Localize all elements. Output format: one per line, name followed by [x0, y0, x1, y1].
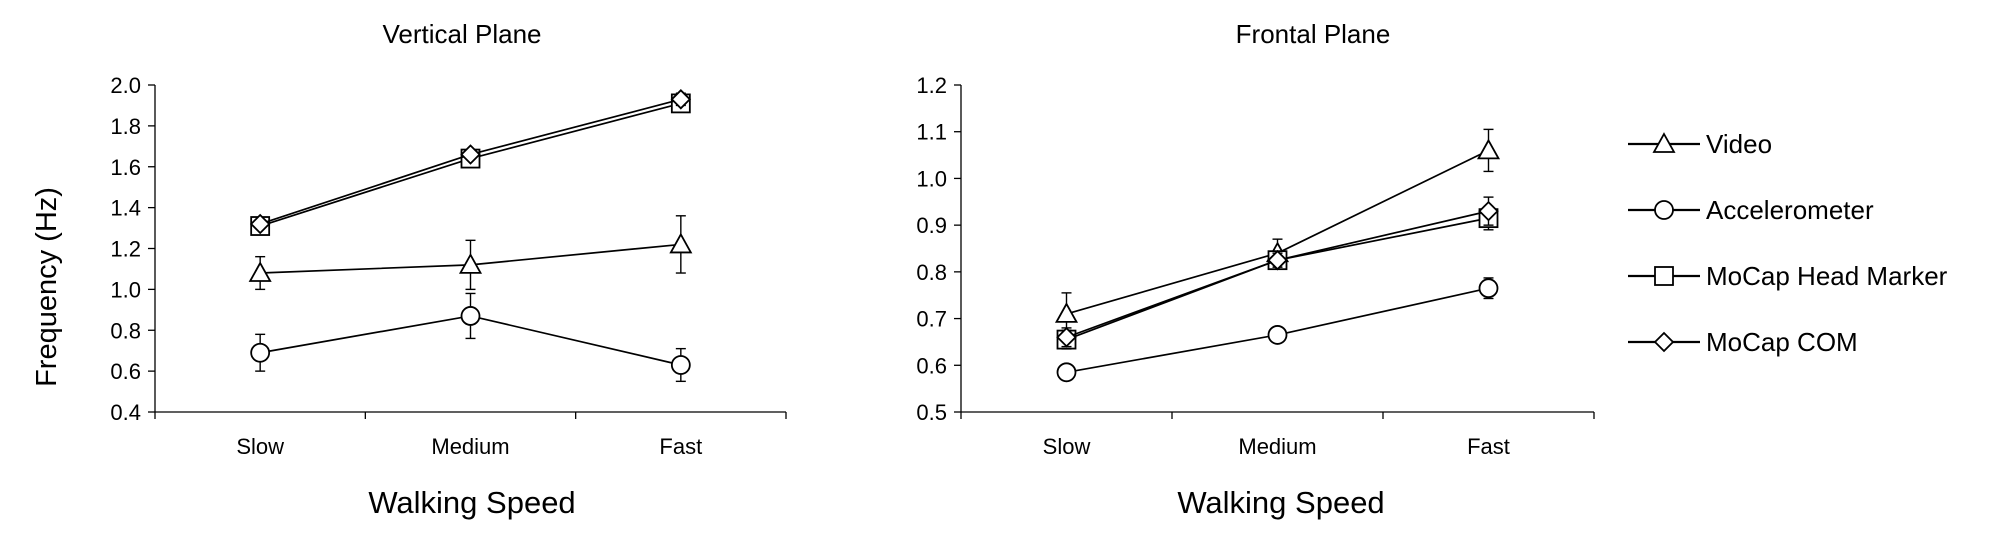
y-tick-label: 0.5 [916, 400, 947, 425]
y-tick-label: 0.6 [110, 359, 141, 384]
y-tick-label: 0.8 [110, 318, 141, 343]
chart-title: Frontal Plane [1236, 19, 1391, 49]
data-point [1478, 200, 1499, 222]
x-axis-label: Walking Speed [1177, 485, 1384, 520]
y-tick-label: 0.7 [916, 307, 947, 332]
data-point [1476, 138, 1501, 160]
data-point [1267, 249, 1288, 271]
data-point [1054, 302, 1079, 323]
y-tick-label: 1.6 [110, 155, 141, 180]
x-tick-label: Medium [1238, 434, 1316, 459]
legend-label: MoCap COM [1706, 327, 1858, 357]
y-tick-label: 0.9 [916, 213, 947, 238]
data-point [460, 306, 481, 326]
y-tick-label: 1.8 [110, 114, 141, 139]
legend-entry-video: Video [1628, 129, 1772, 159]
series-line [1066, 217, 1489, 341]
x-axis-label: Walking Speed [368, 485, 575, 520]
y-tick-label: 1.2 [110, 237, 141, 262]
data-point [1056, 326, 1077, 348]
y-tick-label: 1.4 [110, 196, 141, 221]
data-point [1267, 325, 1288, 345]
data-point [670, 355, 691, 375]
legend-marker [1654, 266, 1674, 286]
x-tick-label: Fast [1467, 434, 1510, 459]
legend-entry-mocap-head-marker: MoCap Head Marker [1628, 261, 1948, 291]
series-line [1066, 149, 1489, 315]
y-tick-label: 1.2 [916, 73, 947, 98]
data-point [250, 342, 271, 363]
legend-label: Accelerometer [1706, 195, 1874, 225]
y-tick-label: 0.8 [916, 260, 947, 285]
data-point [458, 252, 483, 274]
y-tick-label: 1.1 [916, 120, 947, 145]
y-tick-label: 1.0 [916, 166, 947, 191]
legend-marker [1654, 200, 1674, 220]
series-accelerometer [1056, 277, 1499, 383]
data-point [249, 213, 271, 235]
y-tick-label: 1.0 [110, 277, 141, 302]
chart-frontal-plane: Frontal Plane Walking Speed 0.5 0.6 0.7 0.8… [916, 19, 1595, 520]
y-tick-label: 0.6 [916, 353, 947, 378]
chart-vertical-plane: Vertical Plane Walking Speed 0.4 0.6 0.8 1.… [110, 19, 787, 520]
x-tick-label: Fast [659, 434, 702, 459]
data-point [1478, 278, 1499, 299]
series-accelerometer [250, 292, 691, 383]
data-point [669, 232, 693, 254]
y-tick-label: 2.0 [110, 73, 141, 98]
data-point [1056, 362, 1077, 383]
x-tick-label: Slow [1043, 434, 1091, 459]
series-video [1054, 128, 1501, 336]
data-point [670, 89, 692, 110]
legend-label: Video [1706, 129, 1772, 159]
legend-marker [1653, 331, 1675, 353]
data-point [460, 144, 481, 165]
legend-entry-mocap-com: MoCap COM [1628, 327, 1858, 357]
chart-title: Vertical Plane [383, 19, 542, 49]
y-tick-label: 0.4 [110, 400, 141, 425]
data-point [248, 261, 272, 282]
series-mocap-com [1056, 196, 1499, 348]
series-mocap-com [249, 89, 692, 235]
legend-entry-accelerometer: Accelerometer [1628, 195, 1874, 225]
legend-label: MoCap Head Marker [1706, 261, 1948, 291]
x-tick-label: Slow [236, 434, 284, 459]
y-axis-label: Frequency (Hz) [31, 187, 63, 387]
legend-marker [1652, 132, 1676, 153]
x-tick-label: Medium [431, 434, 509, 459]
series-video [248, 215, 693, 291]
legend: Video Accelerometer MoCap Head Marker MoCap… [1628, 129, 1948, 357]
